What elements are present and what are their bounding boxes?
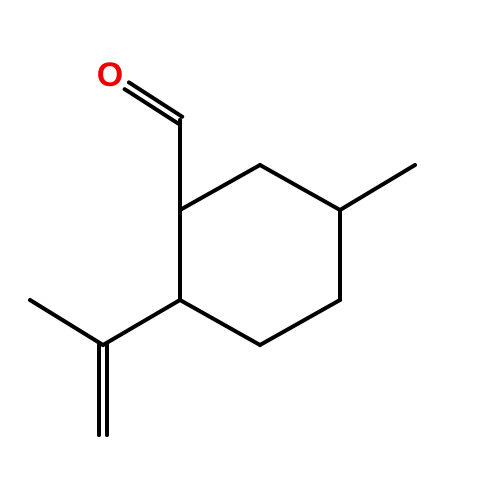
molecule-diagram: O	[0, 0, 500, 500]
atom-label-O1: O	[97, 56, 123, 94]
